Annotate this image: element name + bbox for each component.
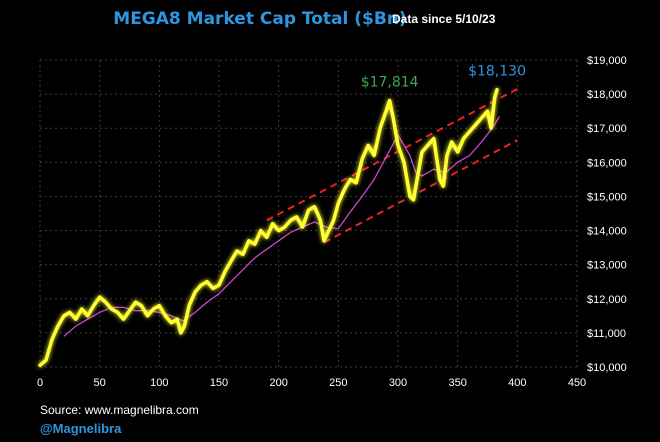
- y-tick-label: $14,000: [587, 226, 627, 238]
- trendline-lower-channel: [323, 139, 518, 244]
- annotation-label: $18,130: [468, 64, 526, 80]
- y-tick-label: $11,000: [587, 328, 626, 340]
- x-tick-label: 250: [329, 377, 347, 389]
- grid: [39, 59, 578, 368]
- x-tick-label: 450: [568, 377, 586, 389]
- y-tick-label: $15,000: [587, 191, 627, 203]
- x-tick-label: 50: [94, 377, 106, 389]
- y-tick-label: $19,000: [587, 55, 627, 67]
- x-tick-label: 100: [150, 377, 168, 389]
- chart-title: MEGA8 Market Cap Total ($Bn): [113, 9, 406, 29]
- y-axis-ticks: $10,000 $11,000 $12,000 $13,000 $14,000 $15,0…: [587, 55, 627, 374]
- trendlines: [266, 88, 518, 244]
- series: [38, 87, 500, 368]
- y-tick-label: $12,000: [587, 294, 627, 306]
- source-note: Source: www.magnelibra.com: [40, 403, 199, 417]
- x-axis-ticks: 0 50 100 150 200 250 300 350 400 450: [37, 377, 586, 389]
- x-tick-label: 300: [389, 377, 407, 389]
- y-tick-label: $18,000: [587, 89, 627, 101]
- x-tick-label: 150: [210, 377, 228, 389]
- y-tick-label: $13,000: [587, 260, 627, 272]
- series-line-moving-average: [63, 115, 500, 337]
- annotations: $17,814 $18,130: [361, 64, 526, 91]
- x-tick-label: 200: [269, 377, 287, 389]
- annotation-label: $17,814: [361, 74, 419, 90]
- series-line-market-cap: [38, 87, 499, 368]
- y-tick-label: $10,000: [587, 362, 627, 374]
- y-tick-label: $17,000: [587, 123, 627, 135]
- x-tick-label: 0: [37, 377, 43, 389]
- x-tick-label: 400: [508, 377, 526, 389]
- y-tick-label: $16,000: [587, 157, 627, 169]
- author-handle: @Magnelibra: [40, 421, 122, 436]
- chart-subtitle: Data since 5/10/23: [392, 12, 496, 26]
- x-tick-label: 350: [448, 377, 466, 389]
